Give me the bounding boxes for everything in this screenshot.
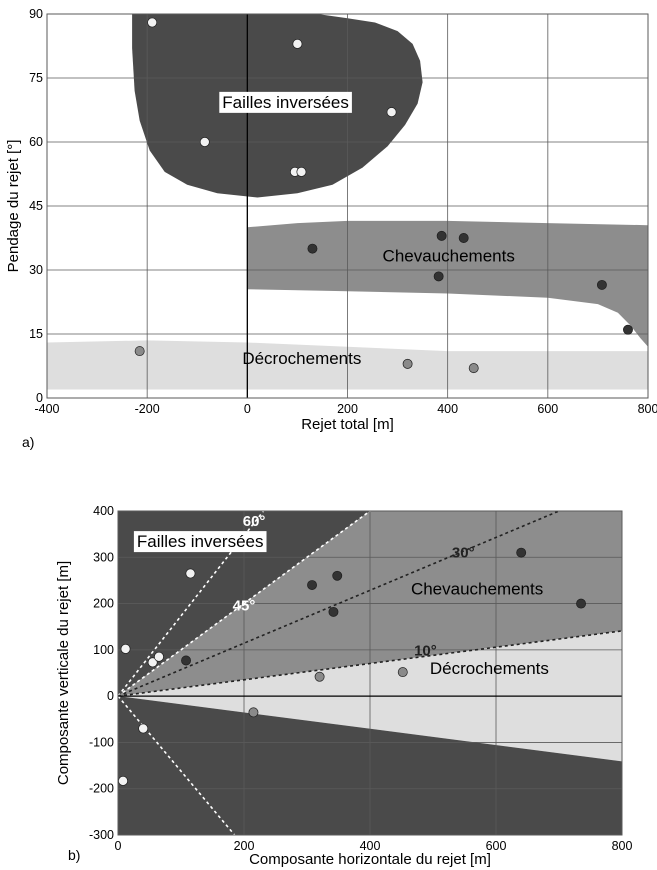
panel-a-point-chevauchements-3 <box>433 271 444 282</box>
panel-a-region-label-box-failles-inversees <box>219 91 352 113</box>
panel-a-region-label-chevauchements: Chevauchements <box>383 246 515 265</box>
panel-b-frame <box>117 510 623 836</box>
panel-b-ytick-label-0: 0 <box>107 689 114 703</box>
panel-a-point-chevauchements-2 <box>458 233 469 243</box>
panel-a-ytick-label-15: 15 <box>29 327 43 341</box>
panel-a-point-decrochements-0 <box>134 346 145 357</box>
panel-a-x-axis-label: Rejet total [m] <box>301 416 394 433</box>
panel-b-ytick-label-100: -100 <box>89 735 114 749</box>
panel-b-x-axis-label: Composante horizontale du rejet [m] <box>249 851 491 868</box>
panel-b-point-failles-inversees-5 <box>118 775 128 786</box>
panel-a-chart: Failles inversées Chevauchements Décrochem… <box>5 7 657 450</box>
panel-a-point-failles-inversees-2 <box>292 38 303 49</box>
panel-a-ytick-label-90: 90 <box>29 7 43 21</box>
panel-b-point-decrochements-1 <box>397 667 408 678</box>
panel-b-point-decrochements-0 <box>314 671 325 682</box>
panel-b-ref-line-label-45: 45° <box>233 598 256 615</box>
panel-b-point-failles-inversees-2 <box>147 657 158 668</box>
panel-a-ytick-label-0: 0 <box>36 391 43 405</box>
panel-b-panel-label: b) <box>68 847 80 863</box>
panel-b-ytick-label-200: -200 <box>89 782 114 796</box>
panel-a-point-failles-inversees-0 <box>147 17 158 28</box>
panel-b-ytick-label-400: 400 <box>93 504 114 518</box>
panel-b-ref-line-label-10: 10° <box>414 642 437 659</box>
panel-b-point-failles-inversees-1 <box>120 643 131 654</box>
panel-b-xtick-label-0: 0 <box>115 839 122 853</box>
panel-a-xtick-label-400: -400 <box>34 402 59 416</box>
panel-b-plot-content <box>118 511 622 835</box>
panel-a-ytick-label-75: 75 <box>29 71 43 85</box>
panel-b-ytick-label-200: 200 <box>93 597 114 611</box>
panel-a-xtick-label-200: -200 <box>135 402 160 416</box>
panel-b-point-chevauchements-2 <box>332 570 343 581</box>
panel-b-region-label-box-failles-inversees <box>133 531 267 553</box>
panel-a-xtick-label-800: 800 <box>638 402 657 416</box>
panel-b-ytick-label-300: -300 <box>89 828 114 842</box>
panel-a-frame <box>46 13 649 399</box>
panel-a-xtick-label-400: 400 <box>437 402 458 416</box>
panel-b-point-failles-inversees-0 <box>185 568 196 579</box>
panel-a-ytick-label-45: 45 <box>29 199 43 213</box>
panel-b-region-label-failles-inversees: Failles inversées <box>137 532 264 551</box>
panel-a-point-decrochements-2 <box>468 363 479 374</box>
panel-b-point-failles-inversees-3 <box>153 651 164 662</box>
panel-b-region-label-decrochements: Décrochements <box>430 659 549 678</box>
panel-a-y-axis-label: Pendage du rejet [°] <box>5 140 22 273</box>
panel-a-panel-label: a) <box>22 434 34 450</box>
panel-b-ytick-label-100: 100 <box>93 643 114 657</box>
panel-b-point-chevauchements-5 <box>576 598 587 609</box>
panel-a-region-label-decrochements: Décrochements <box>242 349 361 368</box>
panel-a-xtick-label-0: 0 <box>244 402 251 416</box>
panel-a-point-chevauchements-1 <box>436 230 447 241</box>
panel-a-xtick-label-600: 600 <box>537 402 558 416</box>
panel-b-xtick-label-200: 200 <box>234 839 255 853</box>
panel-b-point-chevauchements-1 <box>307 580 317 591</box>
panel-b-point-failles-inversees-4 <box>138 723 149 734</box>
panel-a-ytick-label-30: 30 <box>29 263 43 277</box>
panel-a-region-label-failles-inversees: Failles inversées <box>222 93 349 112</box>
panel-b-xtick-label-400: 400 <box>360 839 381 853</box>
panel-a-point-failles-inversees-1 <box>199 137 210 147</box>
panel-b-y-axis-label: Composante verticale du rejet [m] <box>55 561 72 785</box>
panel-b-ref-line-30 <box>118 511 560 697</box>
panel-b-point-chevauchements-4 <box>516 547 527 558</box>
panel-b-ref-line-label-30: 30° <box>452 544 475 561</box>
panel-b-ytick-label-300: 300 <box>93 550 114 564</box>
panel-a-point-chevauchements-4 <box>596 279 607 290</box>
panel-b-ref-line-label-60: 60° <box>243 513 266 530</box>
panel-b-xtick-label-800: 800 <box>612 839 633 853</box>
panel-b-chart: Failles inversées Chevauchements Décrochem… <box>55 504 632 868</box>
panel-a-xtick-label-200: 200 <box>337 402 358 416</box>
panel-b-point-chevauchements-3 <box>328 606 339 617</box>
panel-a-ytick-label-60: 60 <box>29 135 43 149</box>
panel-b-ref-line-45 <box>118 511 371 697</box>
panel-a-point-failles-inversees-5 <box>386 107 397 118</box>
panel-b-point-chevauchements-0 <box>181 655 191 666</box>
panel-b-ref-line-extra-2 <box>118 695 236 835</box>
panel-a-point-chevauchements-5 <box>623 324 633 335</box>
panel-b-region-label-chevauchements: Chevauchements <box>411 579 543 598</box>
panel-a-point-failles-inversees-4 <box>296 166 307 177</box>
panel-a-point-decrochements-1 <box>402 358 413 369</box>
panel-b-xtick-label-600: 600 <box>486 839 507 853</box>
panel-b-ref-line-10 <box>118 630 622 697</box>
panel-b-point-decrochements-2 <box>248 707 259 718</box>
panel-a-point-chevauchements-0 <box>307 243 318 254</box>
